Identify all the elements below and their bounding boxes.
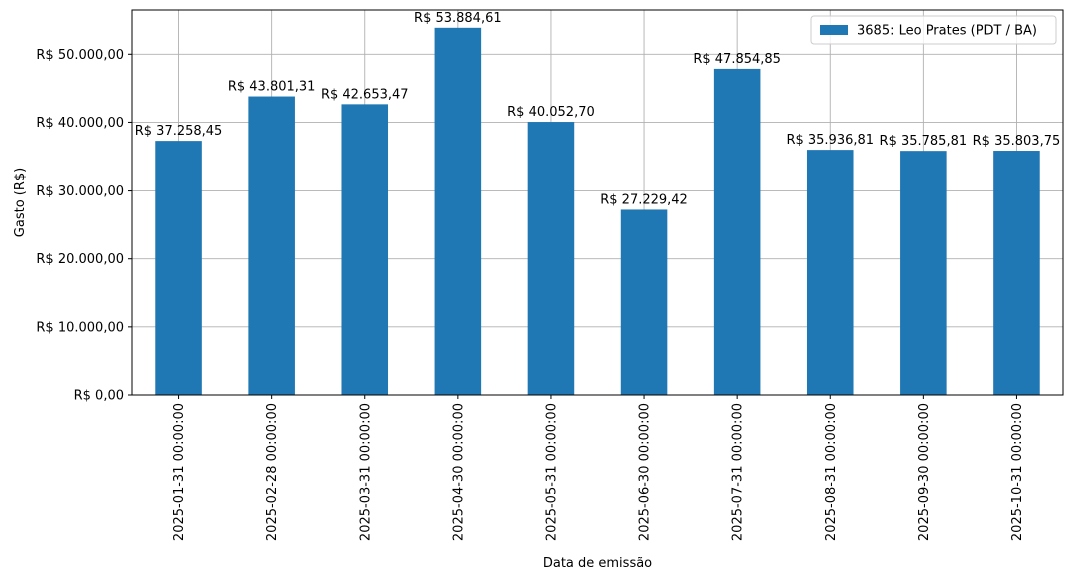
bar-value-label: R$ 35.936,81 bbox=[786, 133, 874, 148]
x-tick-label: 2025-03-31 00:00:00 bbox=[358, 403, 373, 541]
bar-value-label: R$ 47.854,85 bbox=[693, 52, 781, 67]
bar-value-label: R$ 53.884,61 bbox=[414, 11, 502, 26]
x-tick-label: 2025-09-30 00:00:00 bbox=[917, 403, 932, 541]
legend-swatch bbox=[820, 25, 848, 35]
y-axis-ticks: R$ 0,00 R$ 10.000,00 R$ 20.000,00 R$ 30.000… bbox=[36, 48, 132, 404]
x-tick-label: 2025-07-31 00:00:00 bbox=[731, 403, 746, 541]
bars bbox=[155, 27, 1040, 396]
x-axis-ticks: 2025-01-31 00:00:00 2025-02-28 00:00:00 20… bbox=[172, 395, 1025, 541]
bar bbox=[341, 104, 389, 395]
x-tick-label: 2025-01-31 00:00:00 bbox=[172, 403, 187, 541]
bar-value-label: R$ 37.258,45 bbox=[135, 124, 223, 139]
bar-value-labels: R$ 37.258,45 R$ 43.801,31 R$ 42.653,47 R$ 5… bbox=[135, 11, 1061, 208]
bar bbox=[713, 68, 761, 396]
bar bbox=[434, 27, 482, 395]
x-axis-title: Data de emissão bbox=[543, 556, 652, 571]
x-tick-label: 2025-02-28 00:00:00 bbox=[265, 403, 280, 541]
bar bbox=[900, 151, 947, 395]
bar-value-label: R$ 43.801,31 bbox=[228, 80, 316, 95]
y-tick-label: R$ 30.000,00 bbox=[36, 184, 124, 199]
x-tick-label: 2025-05-31 00:00:00 bbox=[544, 403, 559, 541]
plot-frame bbox=[131, 9, 1064, 396]
bar bbox=[248, 96, 295, 396]
bar-value-label: R$ 35.803,75 bbox=[973, 134, 1061, 149]
y-tick-label: R$ 50.000,00 bbox=[36, 48, 124, 63]
bar bbox=[806, 150, 854, 395]
bar-value-label: R$ 35.785,81 bbox=[880, 134, 968, 149]
bar-value-label: R$ 42.653,47 bbox=[321, 87, 409, 102]
legend-box bbox=[810, 15, 1057, 45]
y-axis-title: Gasto (R$) bbox=[13, 168, 28, 237]
bar bbox=[993, 151, 1040, 395]
bar bbox=[620, 209, 668, 395]
bar bbox=[155, 141, 202, 395]
x-tick-label: 2025-04-30 00:00:00 bbox=[451, 403, 466, 541]
bar-value-label: R$ 40.052,70 bbox=[507, 105, 595, 120]
y-tick-label: R$ 40.000,00 bbox=[36, 116, 124, 131]
x-tick-label: 2025-06-30 00:00:00 bbox=[638, 403, 653, 541]
x-tick-label: 2025-08-31 00:00:00 bbox=[824, 403, 839, 541]
y-tick-label: R$ 10.000,00 bbox=[36, 320, 124, 335]
y-tick-label: R$ 20.000,00 bbox=[36, 252, 124, 267]
legend-label: 3685: Leo Prates (PDT / BA) bbox=[857, 24, 1037, 39]
x-tick-label: 2025-10-31 00:00:00 bbox=[1010, 403, 1025, 541]
bar-value-label: R$ 27.229,42 bbox=[600, 192, 688, 207]
y-tick-label: R$ 0,00 bbox=[74, 389, 124, 404]
legend: 3685: Leo Prates (PDT / BA) bbox=[810, 15, 1057, 45]
bar bbox=[527, 122, 575, 395]
